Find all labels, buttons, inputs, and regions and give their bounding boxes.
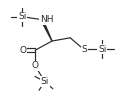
Text: O: O: [19, 46, 26, 55]
Polygon shape: [41, 19, 52, 41]
Text: S: S: [82, 45, 88, 54]
Text: Si: Si: [98, 45, 106, 54]
Text: Si: Si: [18, 12, 27, 21]
Text: NH: NH: [40, 15, 54, 24]
Text: O: O: [32, 61, 39, 70]
Text: Si: Si: [41, 77, 49, 86]
